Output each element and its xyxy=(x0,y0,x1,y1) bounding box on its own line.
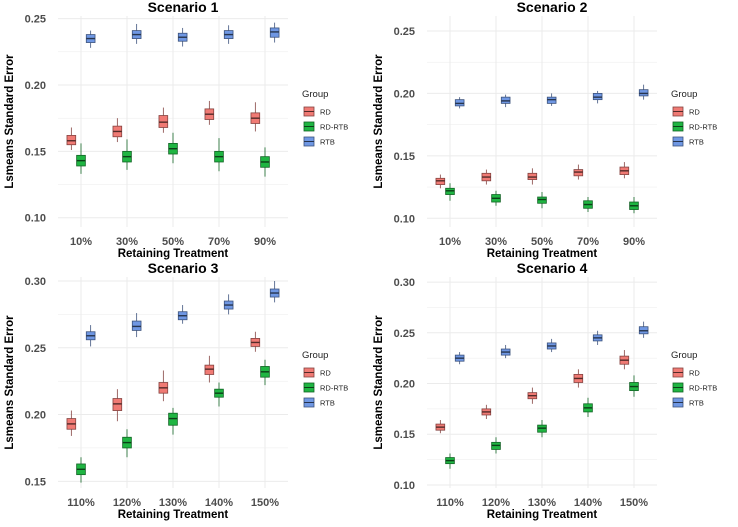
x-tick-label: 30% xyxy=(485,236,507,248)
y-tick-label: 0.10 xyxy=(25,213,46,225)
x-tick-label: 150% xyxy=(251,497,279,509)
chart-title: Scenario 4 xyxy=(517,261,588,276)
series-rd-rtb xyxy=(445,375,639,469)
scenario-3-panel: Scenario 3 0.15 0.20 0.25 0.30 110% 120% 130% 14… xyxy=(0,260,369,522)
x-tick-label: 140% xyxy=(574,497,602,509)
chart-title: Scenario 3 xyxy=(148,261,219,276)
legend-label: RTB xyxy=(689,399,704,408)
y-tick-label: 0.10 xyxy=(394,213,415,225)
chart-title: Scenario 2 xyxy=(517,0,588,15)
scenario-1-panel: Scenario 1 0.10 0.15 0.20 0.25 10% 30% 50% 70% 90… xyxy=(0,0,369,261)
y-tick-label: 0.20 xyxy=(394,88,415,100)
series-rtb xyxy=(454,321,649,365)
scenario-2-panel: Scenario 2 0.10 0.15 0.20 0.25 10% 30% 50% 70% 90… xyxy=(369,0,738,261)
x-axis-label: Retaining Treatment xyxy=(487,509,598,521)
series-rtb xyxy=(85,22,280,48)
legend-label: RD-RTB xyxy=(689,384,717,393)
y-tick-label: 0.10 xyxy=(394,480,415,492)
x-tick-label: 10% xyxy=(439,236,461,248)
x-tick-label: 90% xyxy=(623,236,645,248)
y-tick-label: 0.25 xyxy=(25,343,46,355)
chart-svg: Scenario 3 0.15 0.20 0.25 0.30 110% 120% 130% 14… xyxy=(4,260,348,521)
legend: Group RD RD-RTB RTB xyxy=(671,89,717,147)
x-axis-label: Retaining Treatment xyxy=(118,509,229,521)
y-tick-label: 0.30 xyxy=(394,277,415,289)
series-rd xyxy=(435,350,630,434)
x-tick-label: 110% xyxy=(436,497,464,509)
x-tick-label: 130% xyxy=(528,497,556,509)
legend-label: RTB xyxy=(320,138,335,147)
legend-label: RTB xyxy=(689,138,704,147)
legend-label: RD xyxy=(689,369,700,378)
y-tick-label: 0.20 xyxy=(394,379,415,391)
chart-svg: Scenario 4 0.10 0.15 0.20 0.25 0.30 110% 120% 13… xyxy=(373,260,717,521)
y-tick-label: 0.30 xyxy=(25,276,46,288)
x-tick-label: 120% xyxy=(113,497,141,509)
y-tick-label: 0.15 xyxy=(25,476,46,488)
gridlines xyxy=(427,277,657,488)
x-tick-label: 30% xyxy=(116,236,138,248)
chart-svg: Scenario 1 0.10 0.15 0.20 0.25 10% 30% 50% 70% 90… xyxy=(4,0,348,260)
legend-label: RD xyxy=(320,108,331,117)
x-tick-label: 120% xyxy=(482,497,510,509)
legend-label: RD-RTB xyxy=(320,384,348,393)
gridlines xyxy=(58,277,288,488)
gridlines xyxy=(58,16,288,227)
y-tick-label: 0.15 xyxy=(25,146,46,158)
scenario-4-panel: Scenario 4 0.10 0.15 0.20 0.25 0.30 110% 120% 13… xyxy=(369,260,738,522)
y-tick-label: 0.15 xyxy=(394,151,415,163)
x-tick-label: 90% xyxy=(254,236,276,248)
legend-label: RD-RTB xyxy=(320,123,348,132)
y-tick-label: 0.20 xyxy=(25,80,46,92)
series-rd xyxy=(66,100,261,151)
series-rd-rtb xyxy=(445,183,639,214)
chart-svg: Scenario 2 0.10 0.15 0.20 0.25 10% 30% 50% 70% 90… xyxy=(373,0,717,260)
x-axis-label: Retaining Treatment xyxy=(118,248,229,260)
x-tick-label: 70% xyxy=(577,236,599,248)
series-rtb xyxy=(85,281,280,347)
x-tick-label: 110% xyxy=(67,497,95,509)
legend-title: Group xyxy=(302,89,328,100)
x-tick-label: 50% xyxy=(531,236,553,248)
y-axis-label: Lsmeans Standard Error xyxy=(4,54,16,189)
x-tick-label: 130% xyxy=(159,497,187,509)
x-tick-label: 10% xyxy=(70,236,92,248)
series-rtb xyxy=(454,84,649,109)
series-rd xyxy=(66,331,261,436)
legend-label: RD-RTB xyxy=(689,123,717,132)
y-tick-label: 0.20 xyxy=(25,410,46,422)
y-axis-label: Lsmeans Standard Error xyxy=(373,315,385,450)
y-tick-label: 0.15 xyxy=(394,429,415,441)
y-axis-label: Lsmeans Standard Error xyxy=(4,315,16,450)
legend-title: Group xyxy=(302,350,328,361)
legend: Group RD RD-RTB RTB xyxy=(302,89,348,147)
legend-label: RTB xyxy=(320,399,335,408)
legend: Group RD RD-RTB RTB xyxy=(302,350,348,408)
y-axis-label: Lsmeans Standard Error xyxy=(373,54,385,189)
y-tick-label: 0.25 xyxy=(394,26,415,38)
chart-title: Scenario 1 xyxy=(148,0,219,15)
x-tick-label: 70% xyxy=(208,236,230,248)
series-rd xyxy=(435,162,630,189)
legend: Group RD RD-RTB RTB xyxy=(671,350,717,408)
y-tick-label: 0.25 xyxy=(394,328,415,340)
legend-label: RD xyxy=(320,369,331,378)
legend-label: RD xyxy=(689,108,700,117)
x-tick-label: 50% xyxy=(162,236,184,248)
x-tick-label: 150% xyxy=(620,497,648,509)
series-rd-rtb xyxy=(76,359,270,483)
x-axis-label: Retaining Treatment xyxy=(487,248,598,260)
legend-title: Group xyxy=(671,89,697,100)
y-tick-label: 0.25 xyxy=(25,14,46,26)
series-rd-rtb xyxy=(76,132,270,177)
legend-title: Group xyxy=(671,350,697,361)
x-tick-label: 140% xyxy=(205,497,233,509)
